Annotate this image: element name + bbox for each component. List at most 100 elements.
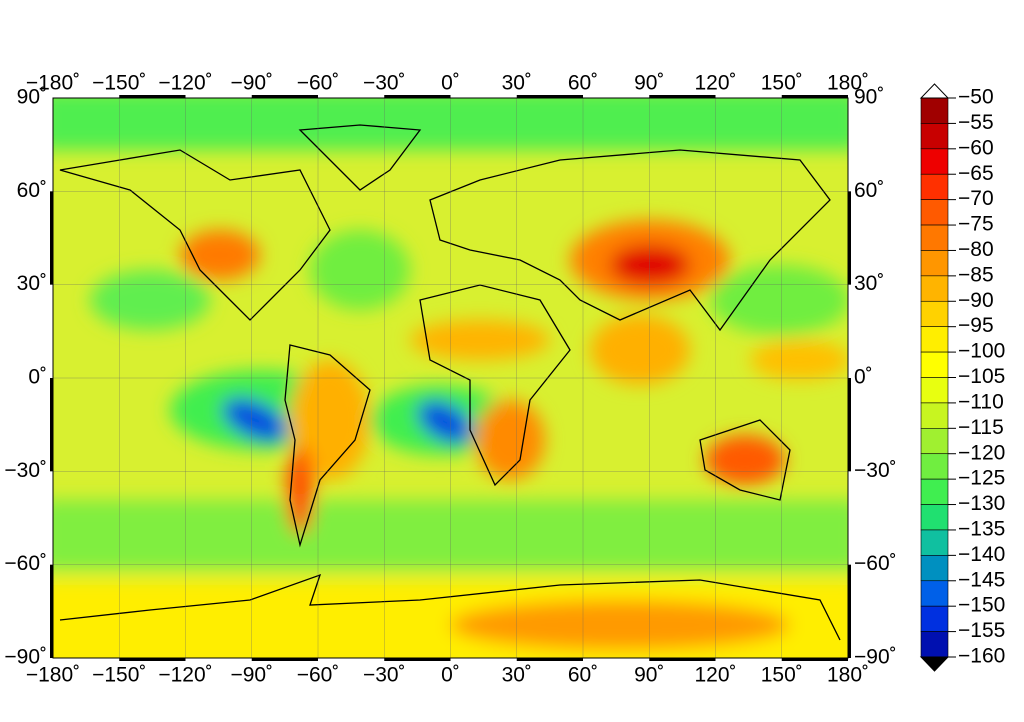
colorbar-band	[920, 631, 949, 658]
colorbar-band	[920, 453, 949, 480]
colorbar-label: −65	[958, 162, 994, 185]
colorbar-band	[920, 224, 949, 251]
lon-label-bottom: −60˚	[297, 664, 340, 687]
lon-label-top: 150˚	[761, 72, 803, 95]
frame-segment	[848, 564, 851, 658]
lon-label-bottom: 90˚	[634, 664, 664, 687]
lon-label-top: 30˚	[502, 72, 532, 95]
frame-segment	[649, 95, 716, 98]
colorbar-label: −85	[958, 263, 994, 286]
lon-label-bottom: −120˚	[158, 664, 212, 687]
frame-segment	[649, 658, 716, 661]
lat-label-right: 30˚	[854, 272, 884, 295]
lat-label-left: −60˚	[4, 552, 47, 575]
colorbar-band	[920, 148, 949, 175]
lat-label-left: 30˚	[17, 272, 47, 295]
colorbar-band	[920, 275, 949, 302]
colorbar-band	[920, 428, 949, 455]
colorbar-label: −70	[958, 187, 994, 210]
colorbar-under	[919, 656, 950, 672]
lon-label-bottom: 0˚	[441, 664, 460, 687]
axis-labels: −180˚ −180˚ −150˚ −150˚ −120˚ −120˚ −90˚ −90˚ −6…	[4, 72, 896, 687]
colorbar-label: −80	[958, 238, 994, 261]
lon-label-bottom: −180˚	[26, 664, 80, 687]
frame-segment	[50, 378, 53, 472]
colorbar-band	[920, 377, 949, 404]
colorbar-band	[920, 351, 949, 378]
colorbar-label: −130	[958, 492, 1005, 515]
frame-segment	[384, 95, 451, 98]
lon-label-bottom: −90˚	[230, 664, 273, 687]
frame-segment	[251, 658, 318, 661]
colorbar-label: −75	[958, 213, 994, 236]
lat-label-left: −90˚	[4, 646, 47, 669]
colorbar-label: −155	[958, 619, 1005, 642]
colorbar-band	[920, 199, 949, 226]
lat-label-left: −30˚	[4, 459, 47, 482]
colorbar-label: −110	[958, 390, 1004, 413]
lon-label-top: 0˚	[441, 72, 460, 95]
frame-segment	[848, 191, 851, 285]
lon-label-top: −120˚	[158, 72, 212, 95]
frame-segment	[384, 658, 451, 661]
colorbar-label: −115	[958, 416, 1004, 439]
lon-label-bottom: 120˚	[694, 664, 736, 687]
lat-label-right: −90˚	[854, 646, 897, 669]
lon-label-bottom: 150˚	[761, 664, 803, 687]
lon-label-bottom: 60˚	[568, 664, 598, 687]
colorbar-label: −50	[958, 86, 994, 109]
coastlines	[59, 124, 841, 641]
lon-label-bottom: 30˚	[502, 664, 532, 687]
colorbar-band	[920, 504, 949, 531]
colorbar-label: −140	[958, 543, 1005, 566]
colorbar-label: −125	[958, 467, 1005, 490]
map-frame	[52, 97, 849, 659]
colorbar: −50−55−60−65−70−75−80−85−90−95−100−105−1…	[919, 83, 1005, 672]
colorbar-label: −60	[958, 136, 994, 159]
lat-label-left: 60˚	[17, 179, 47, 202]
colorbar-band	[920, 250, 949, 277]
frame-segment	[251, 95, 318, 98]
colorbar-band	[920, 326, 949, 353]
lon-label-bottom: 180˚	[827, 664, 869, 687]
frame-segment	[50, 564, 53, 658]
lon-label-top: −150˚	[92, 72, 146, 95]
lon-label-top: −30˚	[363, 72, 406, 95]
colorbar-band	[920, 123, 949, 150]
colorbar-band	[920, 580, 949, 607]
lat-label-left: 90˚	[17, 86, 47, 109]
lon-label-bottom: −150˚	[92, 664, 146, 687]
colorbar-over	[919, 83, 950, 99]
colorbar-label: −150	[958, 594, 1005, 617]
lat-label-right: 90˚	[854, 86, 884, 109]
colorbar-label: −100	[958, 340, 1005, 363]
colorbar-band	[920, 529, 949, 556]
lon-label-top: −180˚	[26, 72, 80, 95]
colorbar-label: −90	[958, 289, 994, 312]
frame-segment	[781, 95, 848, 98]
frame-segment	[50, 191, 53, 285]
frame-segment	[119, 658, 186, 661]
colorbar-band	[920, 478, 949, 505]
colorbar-label: −135	[958, 518, 1005, 541]
colorbar-band	[920, 300, 949, 327]
frame-segment	[516, 95, 583, 98]
frame-segment	[781, 658, 848, 661]
frame-segment	[848, 378, 851, 472]
lon-label-top: 60˚	[568, 72, 598, 95]
lon-label-top: −90˚	[230, 72, 273, 95]
lon-label-top: 90˚	[634, 72, 664, 95]
colorbar-band	[920, 555, 949, 582]
colorbar-label: −105	[958, 365, 1005, 388]
lat-label-right: 60˚	[854, 179, 884, 202]
lat-label-right: −60˚	[854, 552, 897, 575]
colorbar-band	[920, 402, 949, 429]
lon-label-bottom: −30˚	[363, 664, 406, 687]
lat-label-right: −30˚	[854, 459, 897, 482]
colorbar-label: −145	[958, 568, 1005, 591]
colorbar-label: −55	[958, 111, 994, 134]
colorbar-band	[920, 173, 949, 200]
lon-label-top: 120˚	[694, 72, 736, 95]
colorbar-band	[920, 97, 949, 124]
